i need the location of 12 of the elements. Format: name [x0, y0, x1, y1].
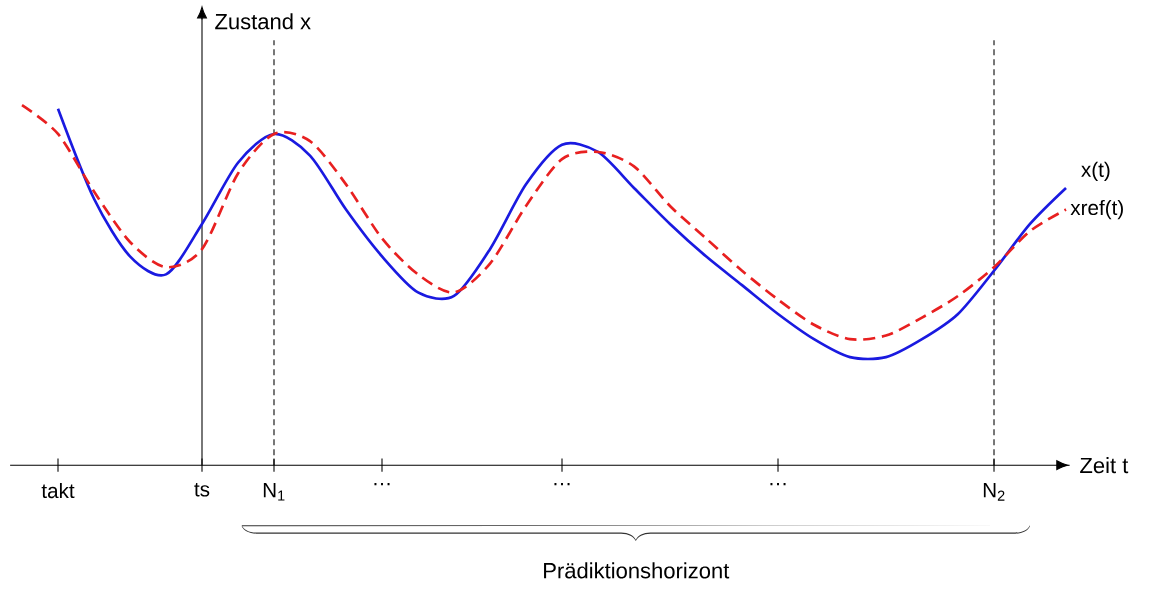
x-axis-title: Zeit t: [1080, 457, 1129, 474]
series-label: x(t): [1081, 161, 1110, 182]
x-tick-label: …: [770, 482, 786, 486]
text: Prädiktionshorizont: [544, 562, 730, 579]
x-tick-label: takt: [41, 482, 75, 499]
y-axis-title: Zustand x: [215, 13, 311, 30]
x-tick-label: …: [374, 482, 390, 486]
x-tick-label: N$_{1}$: [263, 482, 285, 501]
x-tick-label: …: [554, 482, 570, 486]
x-tick-label: N$_{2}$: [983, 482, 1005, 501]
x-tick-label: ts: [194, 482, 210, 497]
series-label: xref(t): [1070, 199, 1123, 220]
